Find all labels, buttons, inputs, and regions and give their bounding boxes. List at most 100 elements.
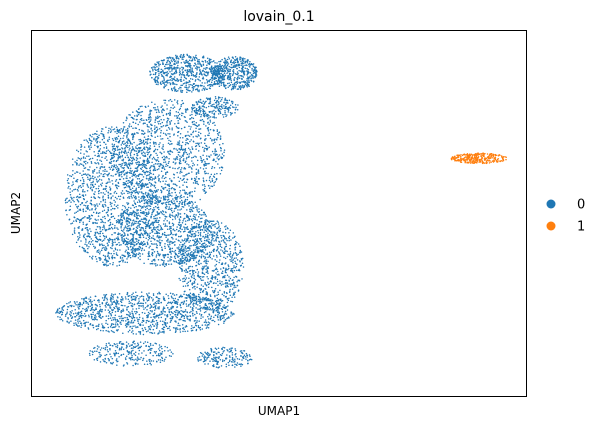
scatter-point <box>111 202 113 204</box>
scatter-point <box>174 163 176 165</box>
scatter-point <box>131 293 133 296</box>
scatter-point <box>143 240 145 243</box>
scatter-point <box>216 172 218 175</box>
scatter-point <box>98 185 100 187</box>
scatter-point <box>199 246 201 248</box>
scatter-point <box>196 206 198 209</box>
scatter-point <box>232 312 234 315</box>
scatter-point <box>189 215 192 218</box>
scatter-point <box>174 123 176 125</box>
scatter-point <box>152 294 155 296</box>
scatter-point <box>135 229 138 232</box>
scatter-point <box>180 241 182 243</box>
scatter-point <box>82 185 84 187</box>
scatter-point <box>169 143 171 146</box>
scatter-point <box>72 313 75 315</box>
scatter-point <box>189 208 191 210</box>
scatter-point <box>159 162 162 165</box>
scatter-point <box>142 210 145 213</box>
scatter-point <box>102 315 104 318</box>
scatter-point <box>119 317 121 320</box>
scatter-point <box>173 187 175 190</box>
scatter-point <box>203 120 205 123</box>
scatter-point <box>152 210 155 212</box>
scatter-point <box>121 142 124 144</box>
scatter-point <box>175 213 177 216</box>
scatter-point <box>156 300 158 303</box>
scatter-point <box>204 135 207 137</box>
scatter-point <box>92 181 94 184</box>
scatter-point <box>132 224 134 226</box>
scatter-point <box>164 314 166 316</box>
scatter-point <box>182 159 184 162</box>
scatter-point <box>186 317 188 319</box>
scatter-point <box>151 179 153 181</box>
scatter-point <box>69 174 71 177</box>
scatter-point <box>135 243 138 246</box>
scatter-point <box>167 294 169 297</box>
scatter-point <box>121 162 123 165</box>
scatter-point <box>95 187 97 190</box>
scatter-point <box>194 235 197 237</box>
scatter-point <box>138 307 140 309</box>
scatter-point <box>230 315 232 317</box>
scatter-point <box>83 167 86 170</box>
scatter-point <box>85 239 87 241</box>
scatter-point <box>157 176 159 178</box>
scatter-point <box>116 318 118 321</box>
scatter-point <box>135 127 138 130</box>
scatter-point <box>91 256 93 259</box>
scatter-points <box>55 53 507 369</box>
scatter-point <box>82 165 85 167</box>
scatter-point <box>91 157 94 160</box>
scatter-point <box>135 157 138 159</box>
scatter-point <box>138 224 140 227</box>
scatter-point <box>126 309 128 311</box>
scatter-point <box>172 228 175 230</box>
scatter-point <box>137 123 139 126</box>
scatter-point <box>124 156 127 159</box>
scatter-point <box>126 136 128 139</box>
scatter-point <box>135 162 137 164</box>
scatter-point <box>102 173 105 176</box>
scatter-point <box>83 298 85 300</box>
scatter-point <box>90 230 92 233</box>
scatter-point <box>210 309 212 311</box>
scatter-point <box>102 203 104 206</box>
scatter-point <box>154 196 156 199</box>
scatter-point <box>114 173 117 176</box>
scatter-point <box>171 127 173 129</box>
scatter-point <box>119 256 122 258</box>
scatter-point <box>163 260 165 262</box>
scatter-point <box>91 188 93 191</box>
scatter-point <box>115 299 118 302</box>
scatter-point <box>150 165 152 167</box>
scatter-point <box>85 139 87 141</box>
scatter-point <box>112 298 114 300</box>
scatter-point <box>170 253 172 255</box>
scatter-point <box>160 227 163 230</box>
scatter-point <box>168 200 171 203</box>
scatter-point <box>90 142 92 144</box>
scatter-point <box>157 121 159 123</box>
scatter-point <box>108 237 111 240</box>
scatter-point <box>222 142 224 145</box>
scatter-point <box>155 111 158 114</box>
scatter-point <box>177 134 179 137</box>
scatter-point <box>108 224 110 227</box>
scatter-point <box>179 107 182 110</box>
scatter-point <box>179 155 181 157</box>
scatter-point <box>190 223 193 226</box>
scatter-point <box>114 147 116 150</box>
scatter-point <box>165 201 168 204</box>
scatter-point <box>143 299 145 302</box>
scatter-point <box>126 127 129 130</box>
scatter-point <box>118 173 120 176</box>
scatter-point <box>203 242 206 244</box>
scatter-point <box>225 313 228 315</box>
scatter-point <box>183 262 185 264</box>
scatter-point <box>144 206 147 208</box>
scatter-point <box>190 139 192 141</box>
scatter-point <box>192 130 195 133</box>
scatter-point <box>172 305 175 308</box>
